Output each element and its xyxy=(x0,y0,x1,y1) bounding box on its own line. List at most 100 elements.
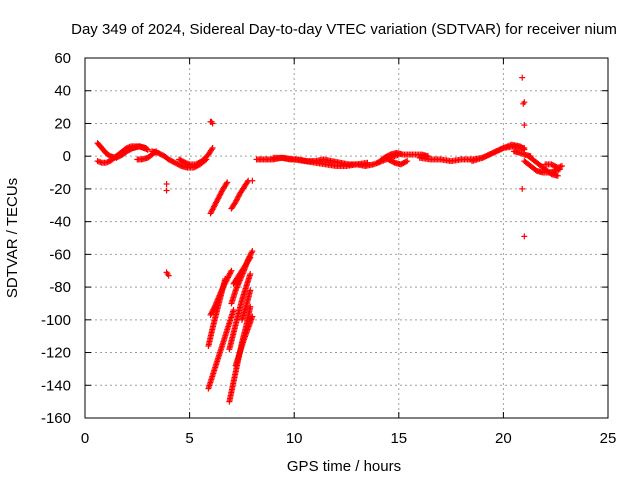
y-tick-label: 60 xyxy=(54,50,71,67)
data-point xyxy=(163,181,170,187)
data-point xyxy=(499,145,506,152)
axis-ticks xyxy=(84,57,609,419)
data-point xyxy=(208,310,215,317)
data-point xyxy=(493,148,500,155)
data-point xyxy=(220,284,227,291)
data-point xyxy=(486,151,493,158)
data-point xyxy=(247,254,254,261)
tick-labels: 0 5 10 15 20 25 -160 -140 -120 -100 -80 -60 -40 -20 0 2… xyxy=(41,50,616,447)
data-point xyxy=(234,196,241,203)
data-point xyxy=(207,210,214,217)
y-tick-label: -140 xyxy=(41,377,71,394)
data-point xyxy=(520,100,527,107)
data-point xyxy=(216,192,223,199)
data-point xyxy=(228,267,235,274)
y-tick-label: -20 xyxy=(49,181,71,198)
data-point xyxy=(221,281,228,288)
data-point xyxy=(211,203,218,210)
data-point xyxy=(230,307,237,313)
data-point xyxy=(208,209,215,216)
data-point xyxy=(521,145,528,151)
chart-title: Day 349 of 2024, Sidereal Day-to-day VTE… xyxy=(71,21,617,38)
data-point xyxy=(212,200,219,207)
data-point xyxy=(246,255,253,262)
data-point xyxy=(165,272,172,279)
data-point xyxy=(217,191,224,198)
x-tick-label: 0 xyxy=(81,430,89,447)
data-point xyxy=(233,197,240,204)
data-point xyxy=(207,311,214,318)
data-point xyxy=(210,306,217,313)
data-point xyxy=(558,163,565,169)
data-point xyxy=(214,196,221,203)
data-point xyxy=(249,177,256,184)
data-point xyxy=(208,207,215,214)
data-point xyxy=(487,151,494,158)
data-point xyxy=(248,249,255,256)
data-point xyxy=(215,195,222,202)
data-point xyxy=(496,146,503,153)
data-point xyxy=(218,188,225,195)
data-point xyxy=(227,270,234,277)
data-point xyxy=(163,187,170,194)
y-tick-label: -80 xyxy=(49,279,71,296)
y-tick-label: 20 xyxy=(54,115,71,132)
data-point xyxy=(244,179,251,186)
x-tick-label: 20 xyxy=(495,430,512,447)
data-point xyxy=(209,307,216,314)
data-point xyxy=(224,274,231,281)
data-point xyxy=(181,159,188,166)
data-point xyxy=(484,152,491,159)
data-point xyxy=(491,149,498,156)
data-point xyxy=(519,74,526,81)
data-point xyxy=(213,199,220,206)
x-axis-label: GPS time / hours xyxy=(287,458,401,475)
x-tick-label: 5 xyxy=(185,430,193,447)
y-axis-label: SDTVAR / TECUs xyxy=(4,178,21,298)
data-point xyxy=(247,271,254,277)
data-point xyxy=(492,148,499,155)
data-point xyxy=(208,146,215,153)
data-point xyxy=(213,198,220,205)
data-point xyxy=(223,277,230,284)
data-point xyxy=(364,159,371,166)
y-tick-label: -40 xyxy=(49,214,71,231)
data-point xyxy=(222,278,229,285)
data-point xyxy=(402,158,409,165)
y-tick-label: 0 xyxy=(63,148,71,165)
data-point xyxy=(209,120,216,127)
data-point xyxy=(227,269,234,276)
data-point xyxy=(220,282,227,289)
data-point xyxy=(521,122,528,129)
data-point xyxy=(521,233,528,240)
plot-frame xyxy=(84,57,609,419)
data-point xyxy=(482,153,489,160)
data-point xyxy=(554,172,561,179)
data-point xyxy=(247,250,254,257)
x-tick-label: 15 xyxy=(390,430,407,447)
data-points xyxy=(94,74,565,405)
data-point xyxy=(483,152,490,159)
data-point xyxy=(247,287,254,294)
data-point xyxy=(209,145,216,151)
data-point xyxy=(142,145,149,151)
y-tick-label: -160 xyxy=(41,410,71,427)
data-point xyxy=(519,185,526,192)
data-point xyxy=(215,194,222,201)
data-point xyxy=(234,194,241,201)
data-point xyxy=(479,154,486,161)
data-point xyxy=(489,149,496,156)
data-point xyxy=(226,271,233,278)
x-tick-label: 25 xyxy=(600,430,617,447)
data-point xyxy=(232,199,239,205)
data-point xyxy=(224,179,231,186)
data-point xyxy=(404,158,411,165)
y-tick-label: -120 xyxy=(41,345,71,362)
data-point xyxy=(211,305,218,312)
data-point xyxy=(249,313,256,320)
data-point xyxy=(225,273,232,280)
data-point xyxy=(495,147,502,154)
data-point xyxy=(480,154,487,161)
